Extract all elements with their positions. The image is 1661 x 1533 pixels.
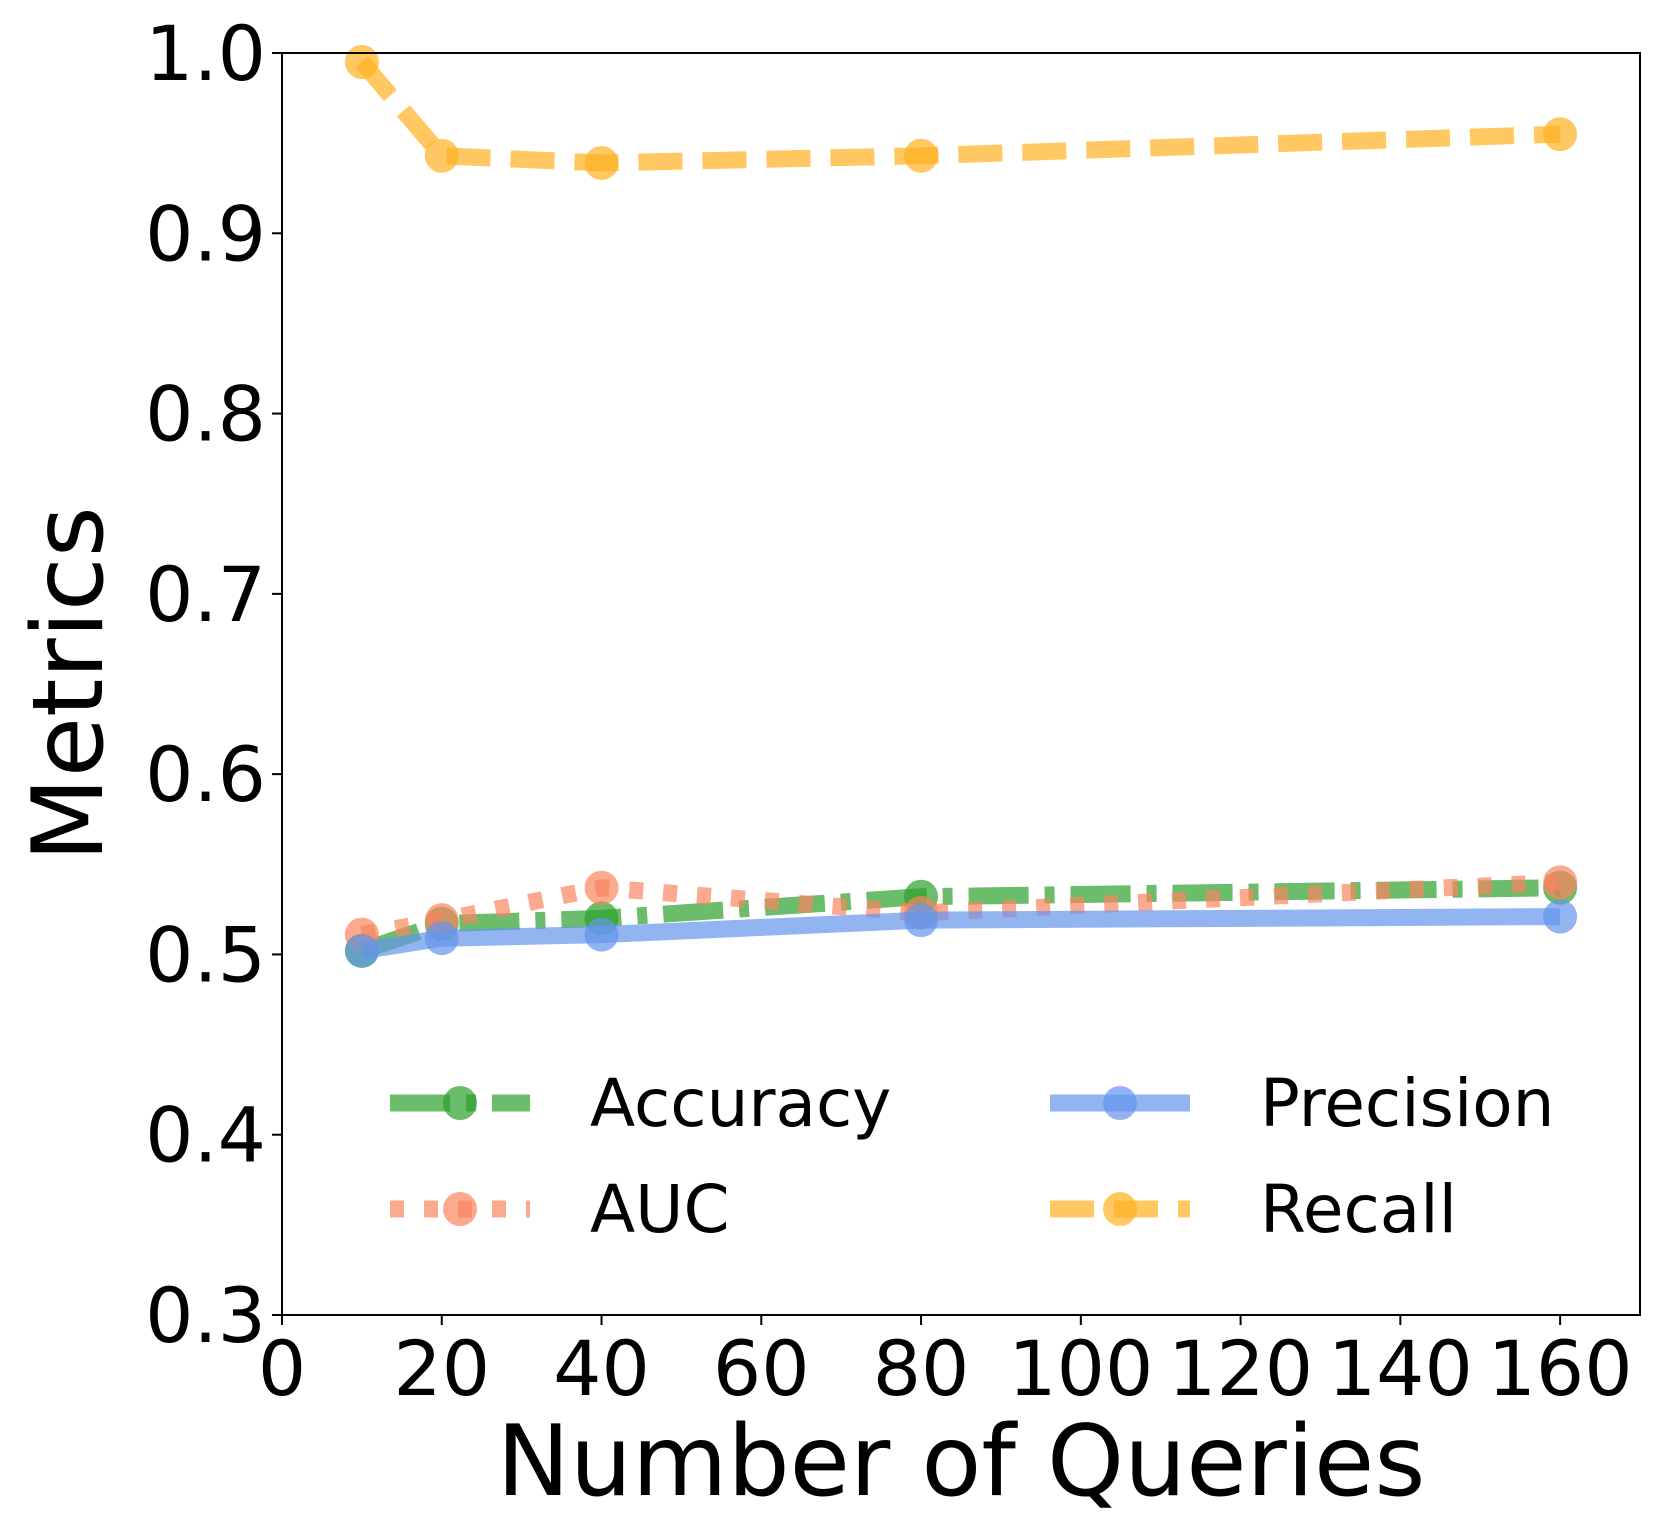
y-axis: 0.3 0.4 0.5 0.6 0.7 0.8 0.9 1.0: [145, 9, 282, 1360]
y-tick-label: 0.9: [145, 189, 266, 278]
x-tick-label: 100: [1008, 1324, 1153, 1413]
y-tick-label: 1.0: [145, 9, 266, 98]
legend-marker: [443, 1192, 477, 1226]
y-axis-label: Metrics: [12, 506, 126, 862]
y-tick-label: 0.8: [145, 370, 266, 459]
y-tick-label: 0.3: [145, 1271, 266, 1360]
data-point-recall: [424, 138, 459, 173]
x-tick-label: 0: [258, 1324, 306, 1413]
legend-item-auc: AUC: [390, 1171, 730, 1248]
data-point-precision: [904, 903, 939, 938]
legend-label: AUC: [590, 1171, 730, 1248]
y-tick-label: 0.6: [145, 730, 266, 819]
x-tick-label: 120: [1168, 1324, 1313, 1413]
legend-item-precision: Precision: [1050, 1065, 1555, 1142]
x-tick-label: 160: [1488, 1324, 1633, 1413]
legend-marker: [1103, 1192, 1137, 1226]
x-tick-label: 40: [553, 1324, 650, 1413]
y-tick-label: 0.4: [145, 1091, 266, 1180]
data-point-precision: [584, 917, 619, 952]
x-tick-label: 20: [393, 1324, 490, 1413]
data-point-precision: [424, 921, 459, 956]
data-point-recall: [1543, 117, 1578, 152]
x-tick-label: 60: [713, 1324, 810, 1413]
legend-marker: [1103, 1086, 1137, 1120]
data-point-recall: [344, 45, 379, 80]
legend: Accuracy AUC Precision Recall: [390, 1065, 1555, 1248]
legend-marker: [443, 1086, 477, 1120]
y-tick-label: 0.7: [145, 550, 266, 639]
x-axis: 0 20 40 60 80 100 120 140 160: [258, 1315, 1633, 1413]
x-axis-label: Number of Queries: [497, 1405, 1426, 1519]
x-tick-label: 80: [873, 1324, 970, 1413]
data-point-precision: [1543, 899, 1578, 934]
data-point-auc: [584, 870, 619, 905]
legend-label: Accuracy: [590, 1065, 891, 1142]
legend-item-accuracy: Accuracy: [390, 1065, 891, 1142]
y-tick-label: 0.5: [145, 910, 266, 999]
series-layer: [344, 45, 1578, 968]
data-point-recall: [584, 145, 619, 180]
legend-label: Recall: [1260, 1171, 1457, 1248]
data-point-recall: [904, 138, 939, 173]
legend-label: Precision: [1260, 1065, 1555, 1142]
data-point-auc: [1543, 865, 1578, 900]
x-tick-label: 140: [1328, 1324, 1473, 1413]
data-point-precision: [344, 933, 379, 968]
plot-frame: [281, 52, 1641, 1316]
legend-item-recall: Recall: [1050, 1171, 1457, 1248]
